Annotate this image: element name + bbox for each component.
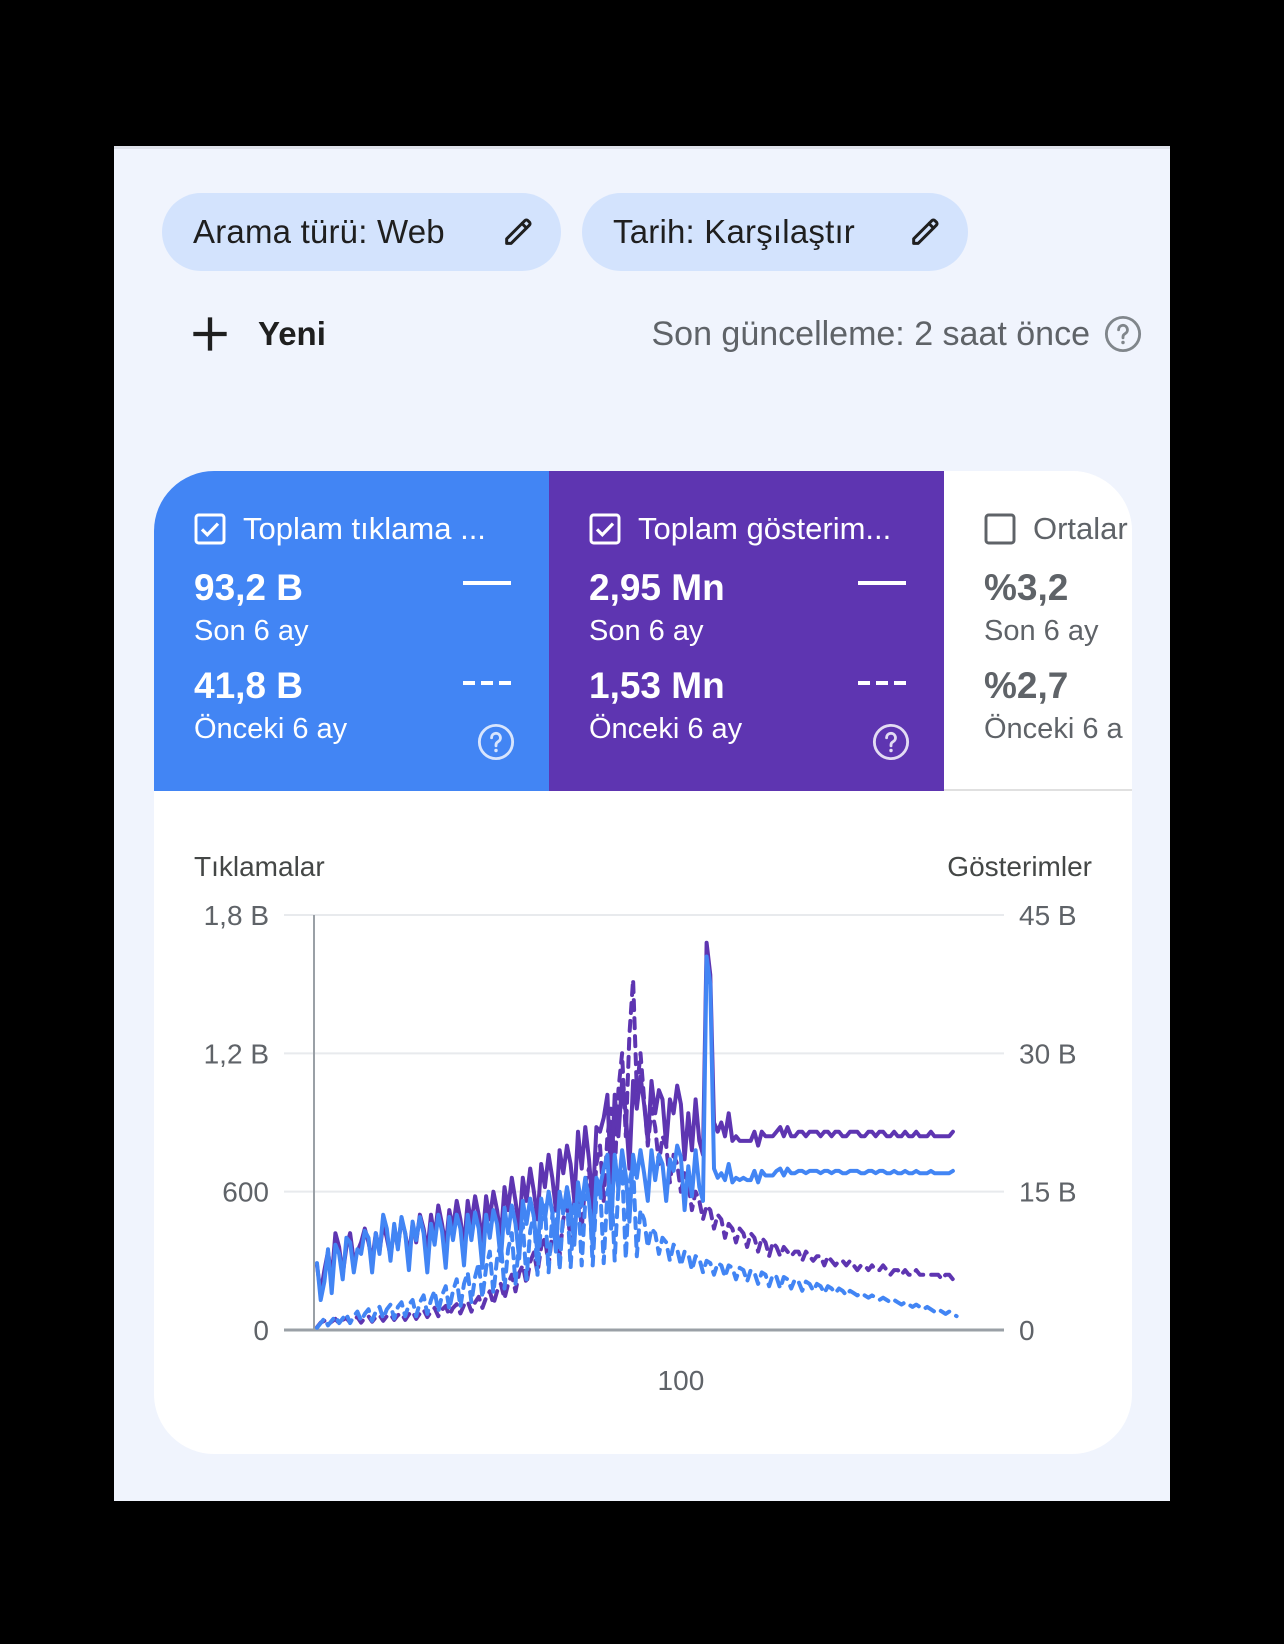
date-filter-label: Tarih: Karşılaştır (613, 213, 855, 250)
metric-current-label: Son 6 ay (984, 615, 1099, 647)
help-icon[interactable] (1104, 315, 1142, 353)
last-updated-text: Son güncelleme: 2 saat önce (651, 314, 1090, 353)
series-line-impr-prev (315, 977, 955, 1330)
solid-line-legend (858, 581, 906, 585)
dashed-line-legend (463, 681, 511, 685)
plus-icon (193, 317, 227, 351)
left-axis-title: Tıklamalar (194, 851, 325, 882)
metric-current-value: 2,95 Mn (589, 567, 725, 608)
metric-total-impressions[interactable]: Toplam gösterim... 2,95 Mn Son 6 ay 1,53… (549, 471, 944, 791)
metric-current-label: Son 6 ay (589, 615, 704, 647)
y-left-tick-label: 600 (222, 1177, 269, 1208)
last-updated-info: Son güncelleme: 2 saat önce (651, 309, 1142, 359)
metric-average-ctr[interactable]: Ortalar %3,2 Son 6 ay %2,7 Önceki 6 a (944, 471, 1132, 791)
y-right-tick-label: 15 B (1019, 1177, 1077, 1208)
metric-total-clicks[interactable]: Toplam tıklama ... 93,2 B Son 6 ay 41,8 … (154, 471, 549, 791)
edit-icon (505, 218, 532, 245)
performance-card: Toplam tıklama ... 93,2 B Son 6 ay 41,8 … (154, 471, 1132, 1454)
metric-current-value: %3,2 (984, 567, 1069, 608)
metric-previous-label: Önceki 6 ay (589, 713, 743, 745)
y-left-tick-label: 0 (253, 1315, 269, 1346)
x-tick-label: 100 (658, 1365, 705, 1396)
help-icon[interactable] (477, 723, 515, 761)
right-axis-title: Gösterimler (947, 851, 1092, 882)
metric-previous-value: %2,7 (984, 665, 1069, 706)
checkbox-checked-icon[interactable] (589, 513, 621, 545)
metric-previous-value: 1,53 Mn (589, 665, 725, 706)
date-filter-chip[interactable]: Tarih: Karşılaştır (582, 193, 968, 271)
help-icon[interactable] (872, 723, 910, 761)
metric-title: Toplam gösterim... (638, 511, 892, 546)
new-filter-label: Yeni (258, 315, 326, 352)
y-right-tick-label: 30 B (1019, 1038, 1077, 1069)
search-type-filter-chip[interactable]: Arama türü: Web (162, 193, 561, 271)
chart-plot: 0 0 600 15 B 1,2 B 30 B 1,8 B 45 B 100 (204, 900, 1077, 1396)
series-line-clicks-cur (315, 954, 955, 1302)
metric-previous-value: 41,8 B (194, 665, 304, 706)
performance-panel: Arama türü: Web Tarih: Karşılaştır Yeni … (114, 146, 1170, 1501)
search-type-filter-label: Arama türü: Web (193, 213, 445, 250)
checkbox-unchecked-icon[interactable] (984, 513, 1016, 545)
metric-current-label: Son 6 ay (194, 615, 309, 647)
metric-title: Ortalar (1033, 511, 1128, 546)
metric-title: Toplam tıklama ... (243, 511, 486, 546)
checkbox-checked-icon[interactable] (194, 513, 226, 545)
new-filter-button[interactable]: Yeni (190, 306, 326, 362)
y-left-tick-label: 1,2 B (204, 1038, 269, 1069)
metric-current-value: 93,2 B (194, 567, 304, 608)
metric-previous-label: Önceki 6 ay (194, 713, 348, 745)
edit-icon (912, 218, 939, 245)
dashed-line-legend (858, 681, 906, 685)
y-right-tick-label: 0 (1019, 1315, 1035, 1346)
solid-line-legend (463, 581, 511, 585)
series-line-clicks-prev (315, 1162, 959, 1330)
performance-chart: Tıklamalar Gösterimler 0 0 600 15 B 1,2 B 30 … (154, 791, 1132, 1454)
metric-previous-label: Önceki 6 a (984, 713, 1123, 745)
y-right-tick-label: 45 B (1019, 900, 1077, 931)
y-left-tick-label: 1,8 B (204, 900, 269, 931)
